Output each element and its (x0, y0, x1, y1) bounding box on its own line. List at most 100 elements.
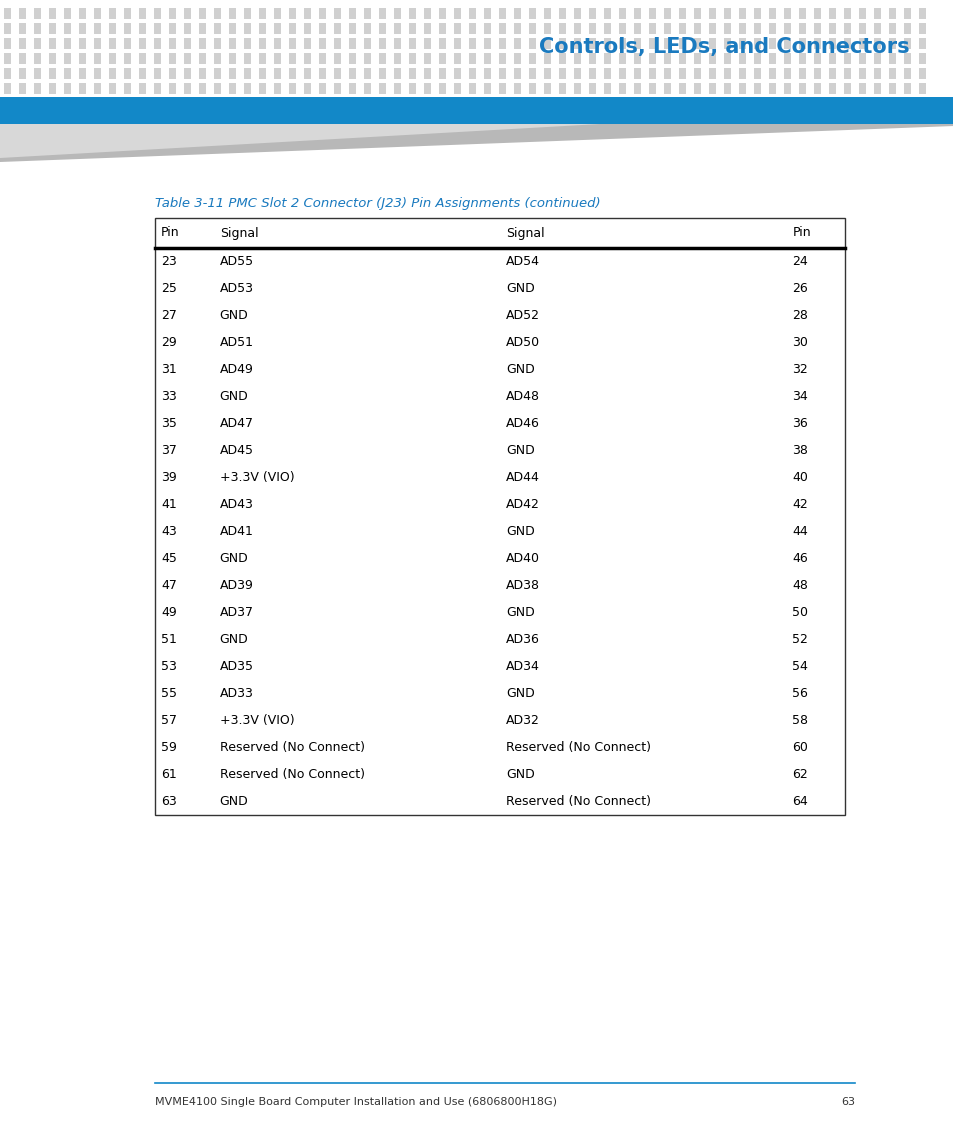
Bar (813, 82, 821, 94)
Bar (888, 82, 895, 94)
Bar (514, 82, 520, 94)
Bar (423, 38, 431, 49)
Bar (334, 8, 340, 19)
Text: AD32: AD32 (505, 714, 539, 727)
Bar (289, 8, 295, 19)
Bar (79, 8, 86, 19)
Bar (634, 23, 640, 34)
Bar (679, 53, 685, 64)
Bar (663, 82, 670, 94)
Text: AD55: AD55 (219, 255, 253, 268)
Bar (334, 68, 340, 79)
Bar (888, 38, 895, 49)
Bar (603, 53, 610, 64)
Bar (304, 82, 311, 94)
Text: 45: 45 (161, 552, 176, 564)
Bar (199, 68, 206, 79)
Bar (318, 68, 326, 79)
Bar (229, 68, 235, 79)
Bar (663, 53, 670, 64)
Bar (153, 8, 161, 19)
Bar (394, 38, 400, 49)
Bar (679, 38, 685, 49)
Bar (469, 23, 476, 34)
Bar (64, 53, 71, 64)
Bar (469, 53, 476, 64)
Bar (679, 82, 685, 94)
Bar (229, 82, 235, 94)
Bar (244, 23, 251, 34)
Text: 44: 44 (792, 526, 807, 538)
Text: AD54: AD54 (505, 255, 539, 268)
Text: GND: GND (219, 552, 248, 564)
Bar (274, 23, 281, 34)
Bar (918, 82, 925, 94)
Bar (349, 38, 355, 49)
Bar (109, 53, 116, 64)
Bar (873, 8, 880, 19)
Text: GND: GND (219, 309, 248, 322)
Bar (289, 38, 295, 49)
Bar (514, 8, 520, 19)
Bar (739, 68, 745, 79)
Bar (34, 53, 41, 64)
Bar (318, 23, 326, 34)
Bar (139, 82, 146, 94)
Bar (409, 68, 416, 79)
Bar (394, 23, 400, 34)
Bar (154, 218, 844, 815)
Text: 31: 31 (161, 363, 176, 376)
Bar (124, 38, 131, 49)
Bar (229, 8, 235, 19)
Polygon shape (0, 124, 953, 161)
Bar (903, 23, 910, 34)
Text: MVME4100 Single Board Computer Installation and Use (6806800H18G): MVME4100 Single Board Computer Installat… (154, 1097, 557, 1107)
Text: GND: GND (219, 795, 248, 808)
Bar (34, 38, 41, 49)
Bar (753, 53, 760, 64)
Text: 48: 48 (792, 579, 807, 592)
Bar (873, 38, 880, 49)
Bar (213, 8, 221, 19)
Text: +3.3V (VIO): +3.3V (VIO) (219, 471, 294, 484)
Bar (124, 8, 131, 19)
Bar (274, 38, 281, 49)
Bar (648, 23, 656, 34)
Bar (543, 53, 551, 64)
Bar (94, 8, 101, 19)
Bar (49, 38, 56, 49)
Bar (64, 8, 71, 19)
Bar (364, 68, 371, 79)
Bar (739, 82, 745, 94)
Bar (49, 53, 56, 64)
Bar (739, 53, 745, 64)
Text: 39: 39 (161, 471, 176, 484)
Bar (94, 23, 101, 34)
Bar (409, 38, 416, 49)
Text: GND: GND (505, 526, 535, 538)
Text: 47: 47 (161, 579, 176, 592)
Bar (124, 68, 131, 79)
Bar (213, 82, 221, 94)
Text: 61: 61 (161, 768, 176, 781)
Bar (304, 53, 311, 64)
Bar (708, 8, 716, 19)
Bar (4, 38, 11, 49)
Bar (483, 82, 491, 94)
Text: 25: 25 (161, 282, 176, 295)
Text: 35: 35 (161, 417, 176, 431)
Bar (858, 82, 865, 94)
Text: 30: 30 (792, 335, 807, 349)
Bar (648, 82, 656, 94)
Bar (79, 53, 86, 64)
Bar (289, 82, 295, 94)
Text: 28: 28 (792, 309, 807, 322)
Bar (693, 23, 700, 34)
Bar (588, 53, 596, 64)
Bar (753, 8, 760, 19)
Bar (364, 8, 371, 19)
Bar (184, 8, 191, 19)
Bar (858, 8, 865, 19)
Bar (109, 38, 116, 49)
Text: 46: 46 (792, 552, 807, 564)
